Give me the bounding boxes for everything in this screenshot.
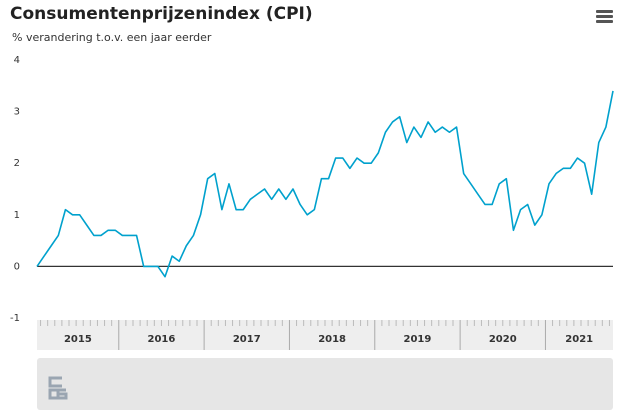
footer-box <box>37 358 613 410</box>
menu-button[interactable] <box>596 10 613 23</box>
logo-part <box>58 376 62 388</box>
x-tick-label: 2017 <box>233 334 261 345</box>
x-tick-label: 2021 <box>565 334 593 345</box>
logo-part <box>48 376 58 388</box>
x-tick-label: 2015 <box>64 334 92 345</box>
y-tick-label: 0 <box>14 261 20 272</box>
cbs-logo <box>48 376 68 400</box>
y-tick-label: 1 <box>14 210 20 221</box>
menu-bar <box>596 10 613 13</box>
chart-title: Consumentenprijzenindex (CPI) <box>10 4 313 24</box>
y-tick-label: 4 <box>14 55 20 66</box>
logo-part <box>56 388 68 400</box>
x-tick-label: 2016 <box>148 334 176 345</box>
y-tick-label: 2 <box>14 158 20 169</box>
menu-bar <box>596 20 613 23</box>
x-tick-label: 2019 <box>404 334 432 345</box>
x-tick-label: 2020 <box>489 334 517 345</box>
y-tick-label: 3 <box>14 107 20 118</box>
data-line <box>36 90 614 278</box>
x-tick-label: 2018 <box>318 334 346 345</box>
chart-subtitle: % verandering t.o.v. een jaar eerder <box>12 31 212 44</box>
y-tick-label: -1 <box>10 313 20 324</box>
menu-bar <box>596 15 613 18</box>
